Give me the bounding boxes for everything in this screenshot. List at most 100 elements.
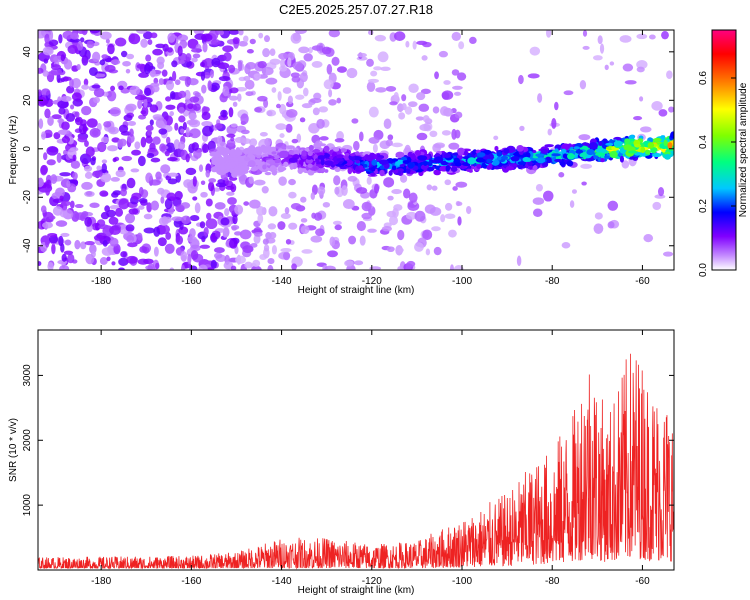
spectrogram-band-blob	[595, 147, 606, 154]
spectrogram-noise-blob	[341, 185, 348, 196]
spectrogram-noise-blob	[169, 267, 175, 270]
spectrogram-noise-blob	[294, 94, 305, 100]
spectrogram-noise-blob	[42, 46, 54, 56]
spectrogram-noise-blob	[131, 149, 141, 156]
spectrogram-noise-blob	[91, 84, 101, 89]
spectrogram-noise-blob	[229, 87, 239, 94]
spectrogram-noise-blob	[299, 117, 306, 123]
spectrogram-noise-blob	[74, 116, 83, 126]
spectrogram-noise-blob	[416, 132, 428, 141]
spectrogram-noise-blob	[185, 153, 190, 163]
spectrogram-noise-blob	[240, 129, 250, 135]
spectrogram-noise-blob	[67, 44, 78, 54]
spectrogram-band-blob	[229, 168, 234, 174]
spectrogram-noise-blob	[118, 257, 129, 266]
spectrogram-band-blob	[255, 146, 262, 150]
spectrogram-noise-blob	[342, 198, 355, 210]
spectrogram-noise-blob	[223, 261, 234, 270]
spectrogram-noise-blob	[228, 107, 234, 118]
spectrogram-band-blob	[559, 161, 566, 167]
spectrogram-noise-blob	[215, 182, 227, 188]
spectrogram-noise-blob	[103, 121, 112, 128]
spectrogram-noise-blob	[152, 48, 163, 56]
spectrogram-noise-blob	[44, 98, 54, 108]
spectrogram-band-blob	[598, 141, 603, 146]
spectrogram-noise-blob	[230, 183, 237, 193]
spectrogram-noise-blob	[374, 183, 380, 194]
spectrogram-noise-blob	[104, 205, 111, 213]
spectrogram-band-blob	[551, 153, 561, 157]
spectrogram-band-blob	[323, 145, 330, 152]
spectrogram-noise-blob	[230, 136, 235, 142]
spectrogram-noise-blob	[146, 202, 152, 213]
spectrogram-noise-blob	[150, 32, 158, 39]
spectrogram-noise-blob	[607, 200, 619, 211]
spectrogram-noise-blob	[104, 64, 116, 73]
spectrogram-noise-blob	[178, 106, 185, 114]
colorbar: 0.0 0.2 0.4 0.6 Normalized spectral amplitu…	[698, 29, 749, 277]
spectrogram-band-blob	[339, 148, 348, 153]
spectrogram-noise-blob	[220, 217, 230, 226]
spectrogram-noise-blob	[155, 262, 160, 270]
spectrogram-noise-blob	[622, 63, 634, 72]
snr-x-tick-label: -100	[452, 576, 472, 587]
spectrogram-noise-blob	[277, 91, 282, 102]
spectrogram-noise-blob	[469, 36, 477, 44]
snr-x-tick-label: -60	[635, 576, 650, 587]
spectrogram-noise-blob	[140, 38, 148, 48]
spectrogram-noise-blob	[109, 225, 121, 235]
spectrogram-noise-blob	[405, 40, 410, 48]
spectrogram-noise-blob	[253, 234, 261, 244]
spectrogram-noise-blob	[242, 245, 254, 254]
spectrogram-noise-blob	[561, 242, 571, 249]
snr-y-ticks: 1000 2000 3000	[22, 364, 674, 516]
spectrogram-noise-blob	[200, 191, 208, 198]
colorbar-tick-label: 0.0	[698, 263, 709, 277]
spectrogram-noise-blob	[280, 213, 291, 219]
spectrogram-noise-blob	[267, 223, 277, 230]
spectrogram-noise-blob	[457, 216, 462, 226]
spectrogram-noise-blob	[120, 251, 128, 258]
spectrogram-noise-blob	[44, 237, 50, 248]
spectrogram-noise-blob	[532, 208, 543, 218]
spectrogram-noise-blob	[300, 218, 308, 223]
spectrogram-noise-blob	[228, 95, 239, 101]
spectrogram-band-blob	[579, 152, 588, 158]
spectrogram-noise-blob	[393, 91, 399, 100]
spectrogram-noise-blob	[180, 264, 186, 270]
spectrogram-band-blob	[496, 151, 503, 157]
spectrogram-noise-blob	[214, 122, 223, 130]
spectrogram-band-blob	[500, 155, 509, 160]
spectrogram-noise-blob	[199, 221, 206, 229]
spectrogram-band-blob	[486, 158, 493, 164]
spectrogram-noise-blob	[41, 131, 47, 140]
spectrogram-noise-blob	[271, 87, 277, 93]
spectrogram-noise-blob	[216, 141, 227, 148]
spectrogram-band-blob	[613, 140, 623, 147]
spectrogram-noise-blob	[558, 172, 565, 178]
spectrogram-noise-blob	[61, 121, 70, 131]
spectrogram-noise-blob	[115, 169, 126, 178]
spectrogram-noise-blob	[336, 97, 342, 104]
spectrogram-band-blob	[407, 162, 414, 169]
spectrogram-noise-blob	[301, 249, 313, 254]
spectrogram-noise-blob	[158, 216, 169, 226]
spectrogram-noise-blob	[643, 233, 654, 243]
spectrogram-noise-blob	[640, 126, 652, 133]
spectrogram-noise-blob	[93, 234, 104, 241]
spectrogram-noise-blob	[44, 33, 50, 44]
spectrogram-band-blob	[667, 142, 673, 150]
spectrogram-noise-blob	[81, 30, 88, 36]
spectrogram-noise-blob	[127, 120, 137, 126]
spectrogram-noise-blob	[288, 222, 298, 230]
spectrogram-noise-blob	[210, 233, 217, 242]
spectrogram-noise-blob	[662, 251, 674, 257]
spectrogram-noise-blob	[244, 64, 251, 75]
spectrogram-noise-blob	[551, 117, 557, 129]
spectrogram-noise-blob	[66, 180, 71, 188]
spectrogram-x-tick-label: -140	[272, 276, 292, 287]
spectrogram-noise-blob	[580, 163, 593, 169]
spectrogram-noise-blob	[387, 134, 394, 141]
spectrogram-noise-blob	[569, 200, 575, 208]
spectrogram-noise-blob	[111, 191, 119, 198]
